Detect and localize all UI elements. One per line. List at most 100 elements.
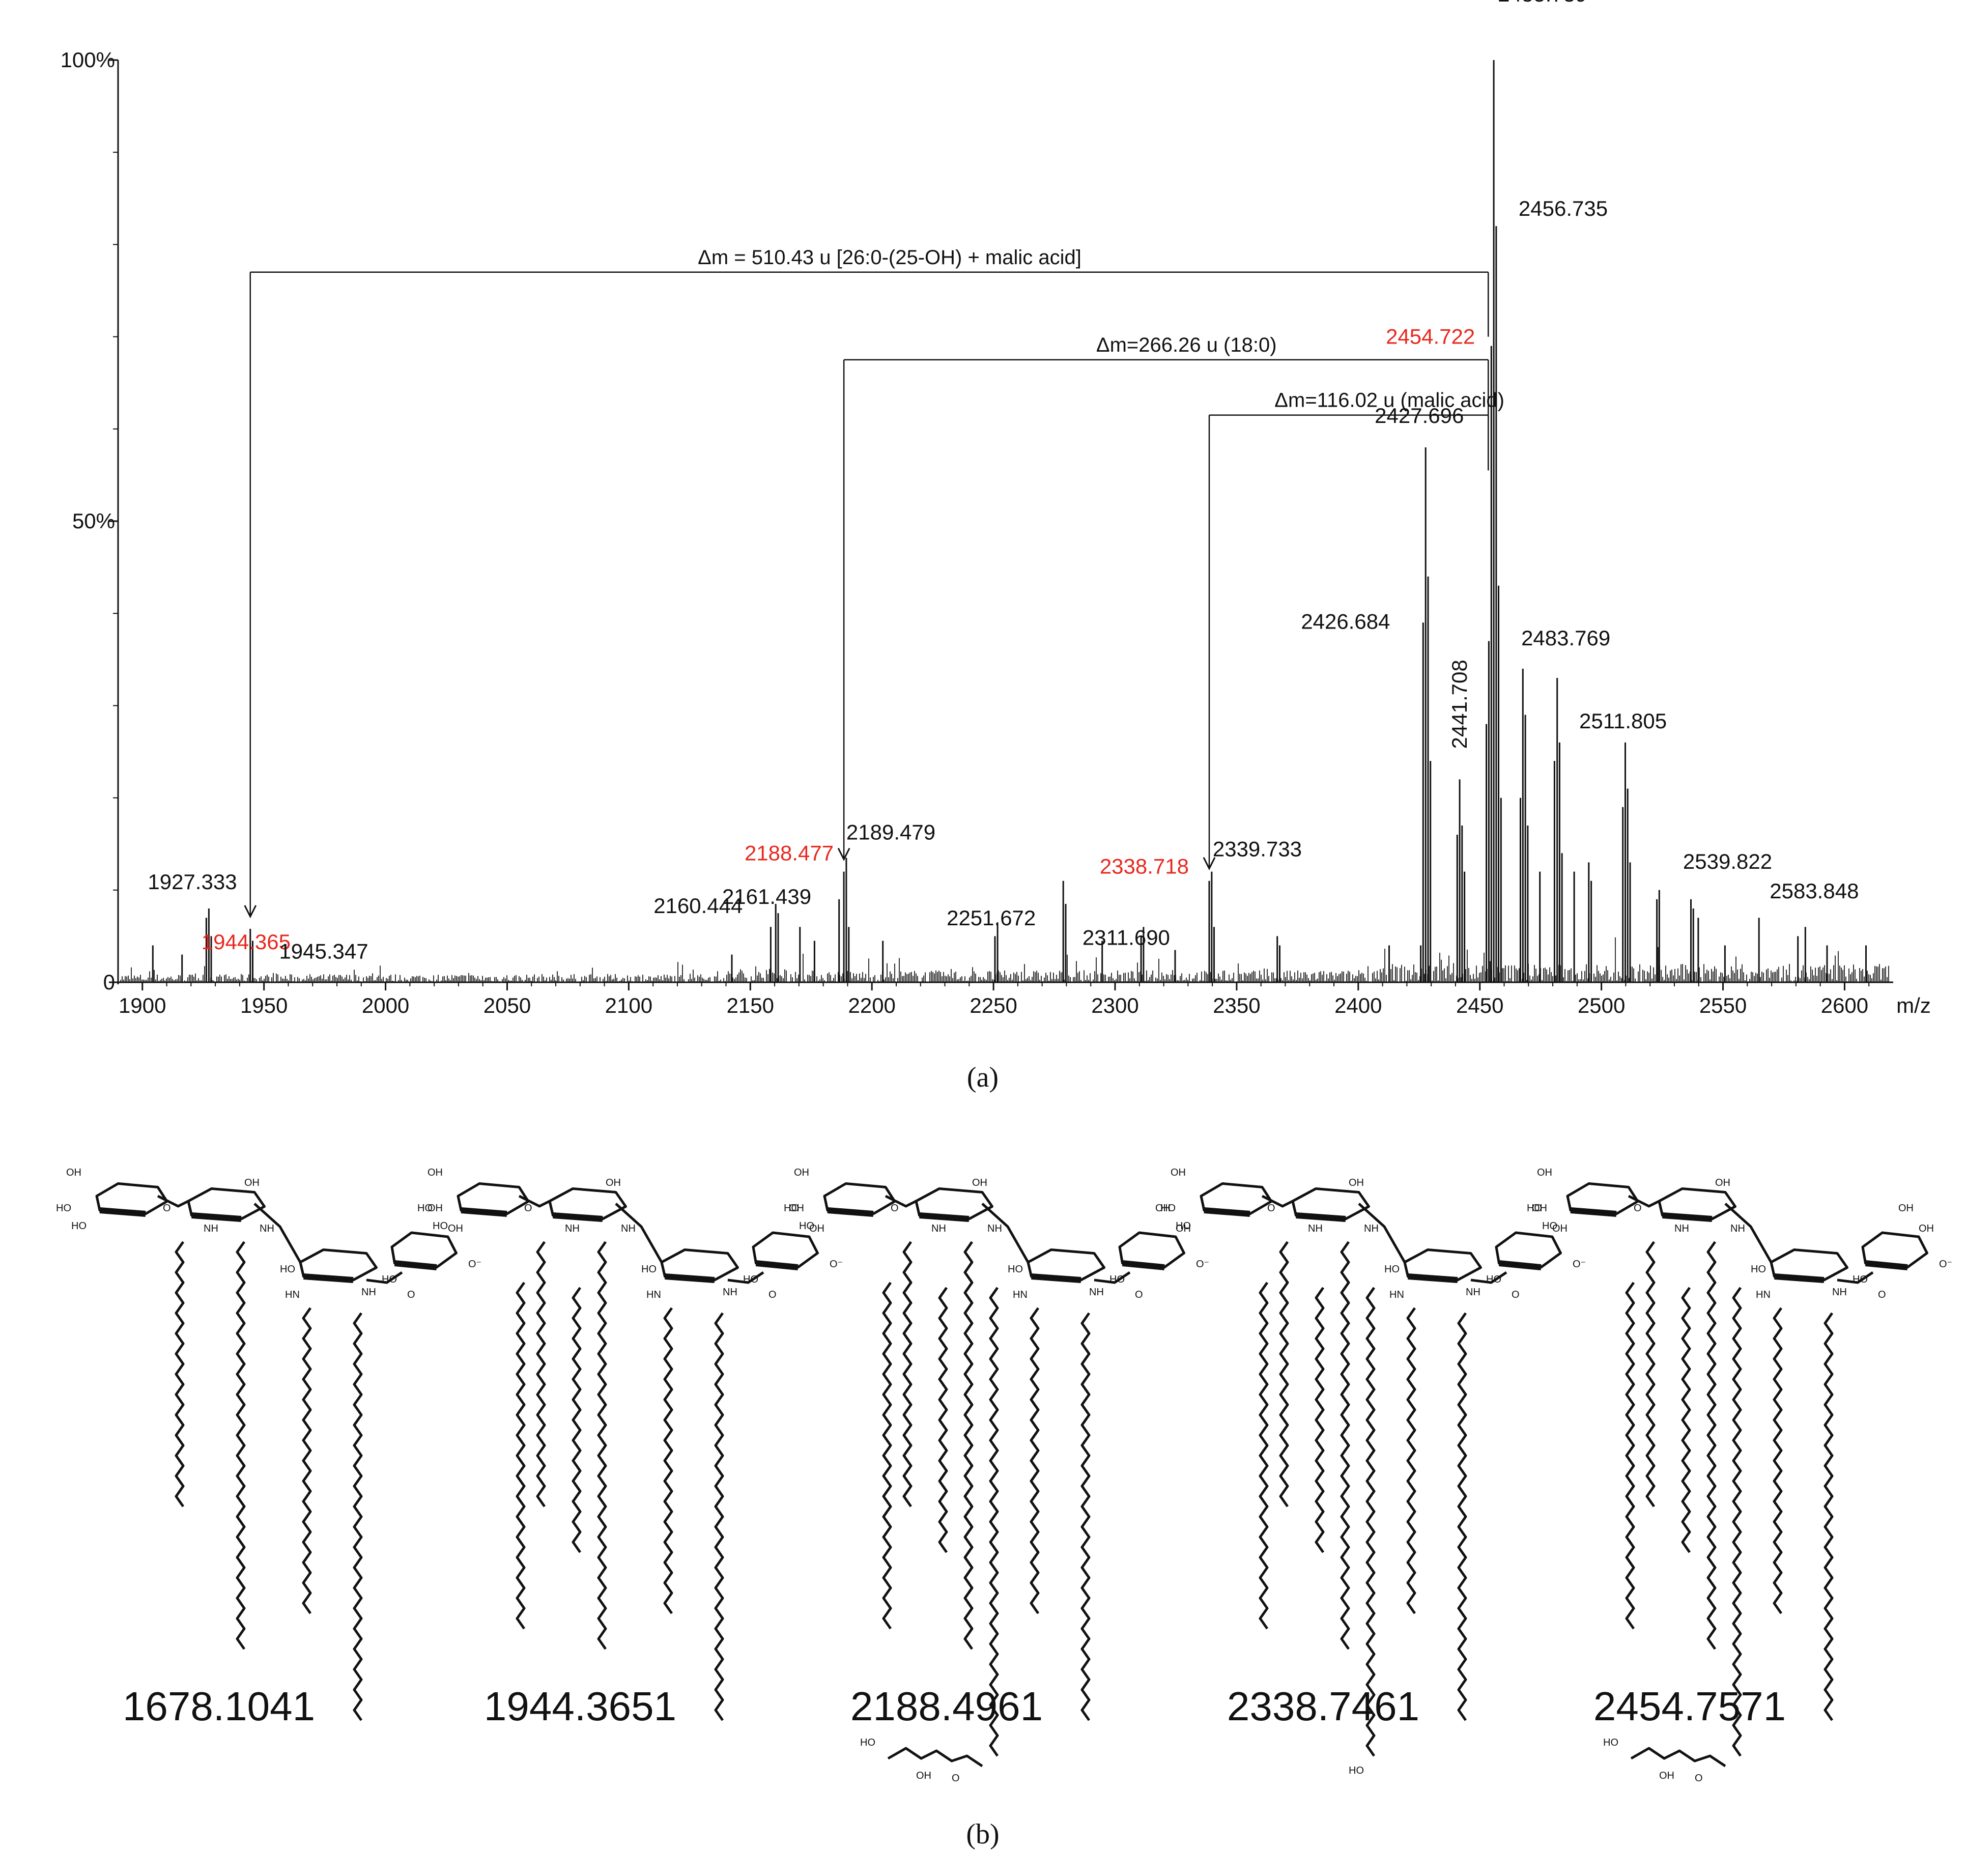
nh-label: NH bbox=[723, 1287, 737, 1298]
x-tick-label: 2550 bbox=[1699, 993, 1747, 1017]
glycosidic-bond bbox=[1358, 1203, 1406, 1263]
sugar-ring-bold-edge bbox=[99, 1207, 146, 1217]
x-tick-label: 2050 bbox=[483, 993, 531, 1017]
oh-label: OH bbox=[809, 1223, 824, 1234]
spectrum-peaks bbox=[152, 60, 1867, 982]
glycosidic-bond bbox=[1628, 1195, 1660, 1208]
x-tick-label: 2450 bbox=[1456, 993, 1503, 1017]
fatty-acid-chain bbox=[663, 1307, 673, 1614]
nh-label: NH bbox=[1674, 1223, 1689, 1234]
oh-label: OH bbox=[66, 1167, 81, 1178]
glycosidic-bond bbox=[615, 1203, 663, 1263]
carboxylate-label: O⁻ bbox=[830, 1259, 843, 1270]
carboxylate-label: O⁻ bbox=[468, 1259, 481, 1270]
ho-label: HO bbox=[1008, 1264, 1023, 1275]
x-tick-label: 2150 bbox=[727, 993, 774, 1017]
fatty-acid-chain bbox=[597, 1241, 607, 1650]
sugar-ring-bold-edge bbox=[1865, 1260, 1908, 1270]
y-tick-label: 50% bbox=[72, 509, 115, 533]
fatty-acid-chain bbox=[882, 1282, 892, 1630]
peak-label-2583.848: 2583.848 bbox=[1770, 879, 1859, 903]
nh-label: NH bbox=[621, 1223, 636, 1234]
oh-label: OH bbox=[916, 1770, 931, 1781]
fatty-acid-chain bbox=[1625, 1282, 1635, 1630]
ho-label: HO bbox=[784, 1203, 799, 1214]
peak-label-2189.479: 2189.479 bbox=[846, 820, 935, 844]
sugar-ring-bold-edge bbox=[553, 1212, 603, 1222]
nh-label: NH bbox=[931, 1223, 946, 1234]
fatty-acid-chain bbox=[236, 1241, 246, 1650]
o-label: O bbox=[768, 1289, 777, 1300]
nh-label: NH bbox=[565, 1223, 580, 1234]
glycosidic-bond bbox=[981, 1203, 1030, 1263]
panel-a-label: (a) bbox=[967, 1062, 999, 1093]
delta-mass-annotations: Δm = 510.43 u [26:0-(25-OH) + malic acid… bbox=[244, 246, 1504, 919]
oh-label: OH bbox=[972, 1177, 987, 1188]
sugar-ring-bold-edge bbox=[665, 1273, 715, 1283]
hn-label: HN bbox=[1013, 1289, 1028, 1300]
ho-label: HO bbox=[417, 1203, 433, 1214]
sugar-ring-bold-edge bbox=[1498, 1260, 1542, 1270]
nh-label: NH bbox=[1308, 1223, 1323, 1234]
structure-mass-label: 1944.3651 bbox=[484, 1684, 676, 1729]
o-label: O bbox=[952, 1773, 960, 1784]
oh-label: OH bbox=[1349, 1177, 1364, 1188]
ho-label: HO bbox=[1109, 1274, 1125, 1285]
annotation-text: Δm = 510.43 u [26:0-(25-OH) + malic acid… bbox=[698, 246, 1081, 269]
ho-label: HO bbox=[382, 1274, 397, 1285]
ho-label: HO bbox=[1349, 1765, 1364, 1776]
nh-label: NH bbox=[1466, 1287, 1480, 1298]
o-label: O bbox=[1267, 1203, 1275, 1214]
ho-label: HO bbox=[1176, 1220, 1191, 1232]
fatty-acid-chain bbox=[536, 1241, 546, 1508]
oh-label: OH bbox=[1537, 1167, 1552, 1178]
ho-label: HO bbox=[743, 1274, 758, 1285]
oh-label: OH bbox=[1552, 1223, 1568, 1234]
fatty-acid-chain bbox=[1259, 1282, 1269, 1630]
fatty-acid-chain bbox=[353, 1312, 363, 1721]
glycosidic-bond bbox=[366, 1271, 403, 1284]
oh-label: OH bbox=[244, 1177, 260, 1188]
oh-label: OH bbox=[1659, 1770, 1674, 1781]
glycosidic-bond bbox=[253, 1203, 302, 1263]
fatty-acid-chain bbox=[516, 1282, 526, 1630]
malic-acid-ester bbox=[887, 1747, 983, 1768]
glycosidic-bond bbox=[518, 1195, 551, 1208]
carboxylate-label: O⁻ bbox=[1573, 1259, 1586, 1270]
nh-label: NH bbox=[987, 1223, 1002, 1234]
nh-label: NH bbox=[1089, 1287, 1104, 1298]
sugar-ring-bold-edge bbox=[1031, 1273, 1081, 1283]
panel-b-label: (b) bbox=[966, 1818, 999, 1850]
glycosidic-bond bbox=[1470, 1271, 1507, 1284]
peak-label-2427.696: 2427.696 bbox=[1375, 404, 1464, 428]
ho-label: HO bbox=[280, 1264, 295, 1275]
mass-spectrum-chart: 0 50% 100% 1900 1950 2000 2050 2100 2150 2200 2250… bbox=[61, 0, 1931, 1017]
fatty-acid-chain bbox=[1365, 1287, 1376, 1757]
sugar-ring-bold-edge bbox=[827, 1207, 874, 1217]
ho-label: HO bbox=[1542, 1220, 1557, 1232]
x-tick-label: 2250 bbox=[970, 993, 1017, 1017]
o-label: O bbox=[524, 1203, 532, 1214]
x-tick-label: 1900 bbox=[119, 993, 166, 1017]
peak-label-1945.347: 1945.347 bbox=[279, 939, 368, 963]
nh-label: NH bbox=[1730, 1223, 1745, 1234]
sugar-ring-bold-edge bbox=[1570, 1207, 1617, 1217]
fatty-acid-chain bbox=[1457, 1312, 1467, 1721]
ho-label: HO bbox=[56, 1203, 71, 1214]
sugar-ring-bold-edge bbox=[191, 1212, 242, 1222]
ho-label: HO bbox=[641, 1264, 657, 1275]
oh-label: OH bbox=[606, 1177, 621, 1188]
sugar-ring-bold-edge bbox=[1774, 1273, 1825, 1283]
o-label: O bbox=[1695, 1773, 1703, 1784]
sugar-ring-bold-edge bbox=[1204, 1207, 1250, 1217]
annotation-text: Δm=116.02 u (malic acid) bbox=[1274, 389, 1504, 412]
o-label: O bbox=[1135, 1289, 1143, 1300]
ho-label: HO bbox=[1751, 1264, 1766, 1275]
sugar-ring-bold-edge bbox=[394, 1260, 437, 1270]
nh-label: NH bbox=[1832, 1287, 1847, 1298]
peak-label-2456.735: 2456.735 bbox=[1519, 196, 1608, 220]
ho-label: HO bbox=[1603, 1737, 1618, 1748]
